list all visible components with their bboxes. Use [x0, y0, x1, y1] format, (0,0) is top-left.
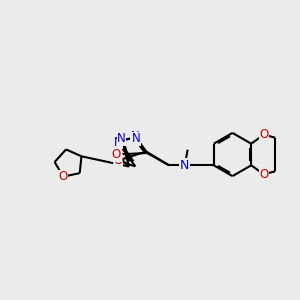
Text: N: N [113, 136, 122, 149]
Text: N: N [117, 132, 126, 145]
Text: O: O [259, 128, 268, 141]
Text: N: N [180, 159, 189, 172]
Text: O: O [58, 170, 68, 183]
Text: O: O [113, 154, 122, 167]
Text: N: N [132, 132, 141, 145]
Text: N: N [131, 130, 140, 143]
Text: O: O [259, 168, 268, 181]
Text: O: O [112, 148, 121, 161]
